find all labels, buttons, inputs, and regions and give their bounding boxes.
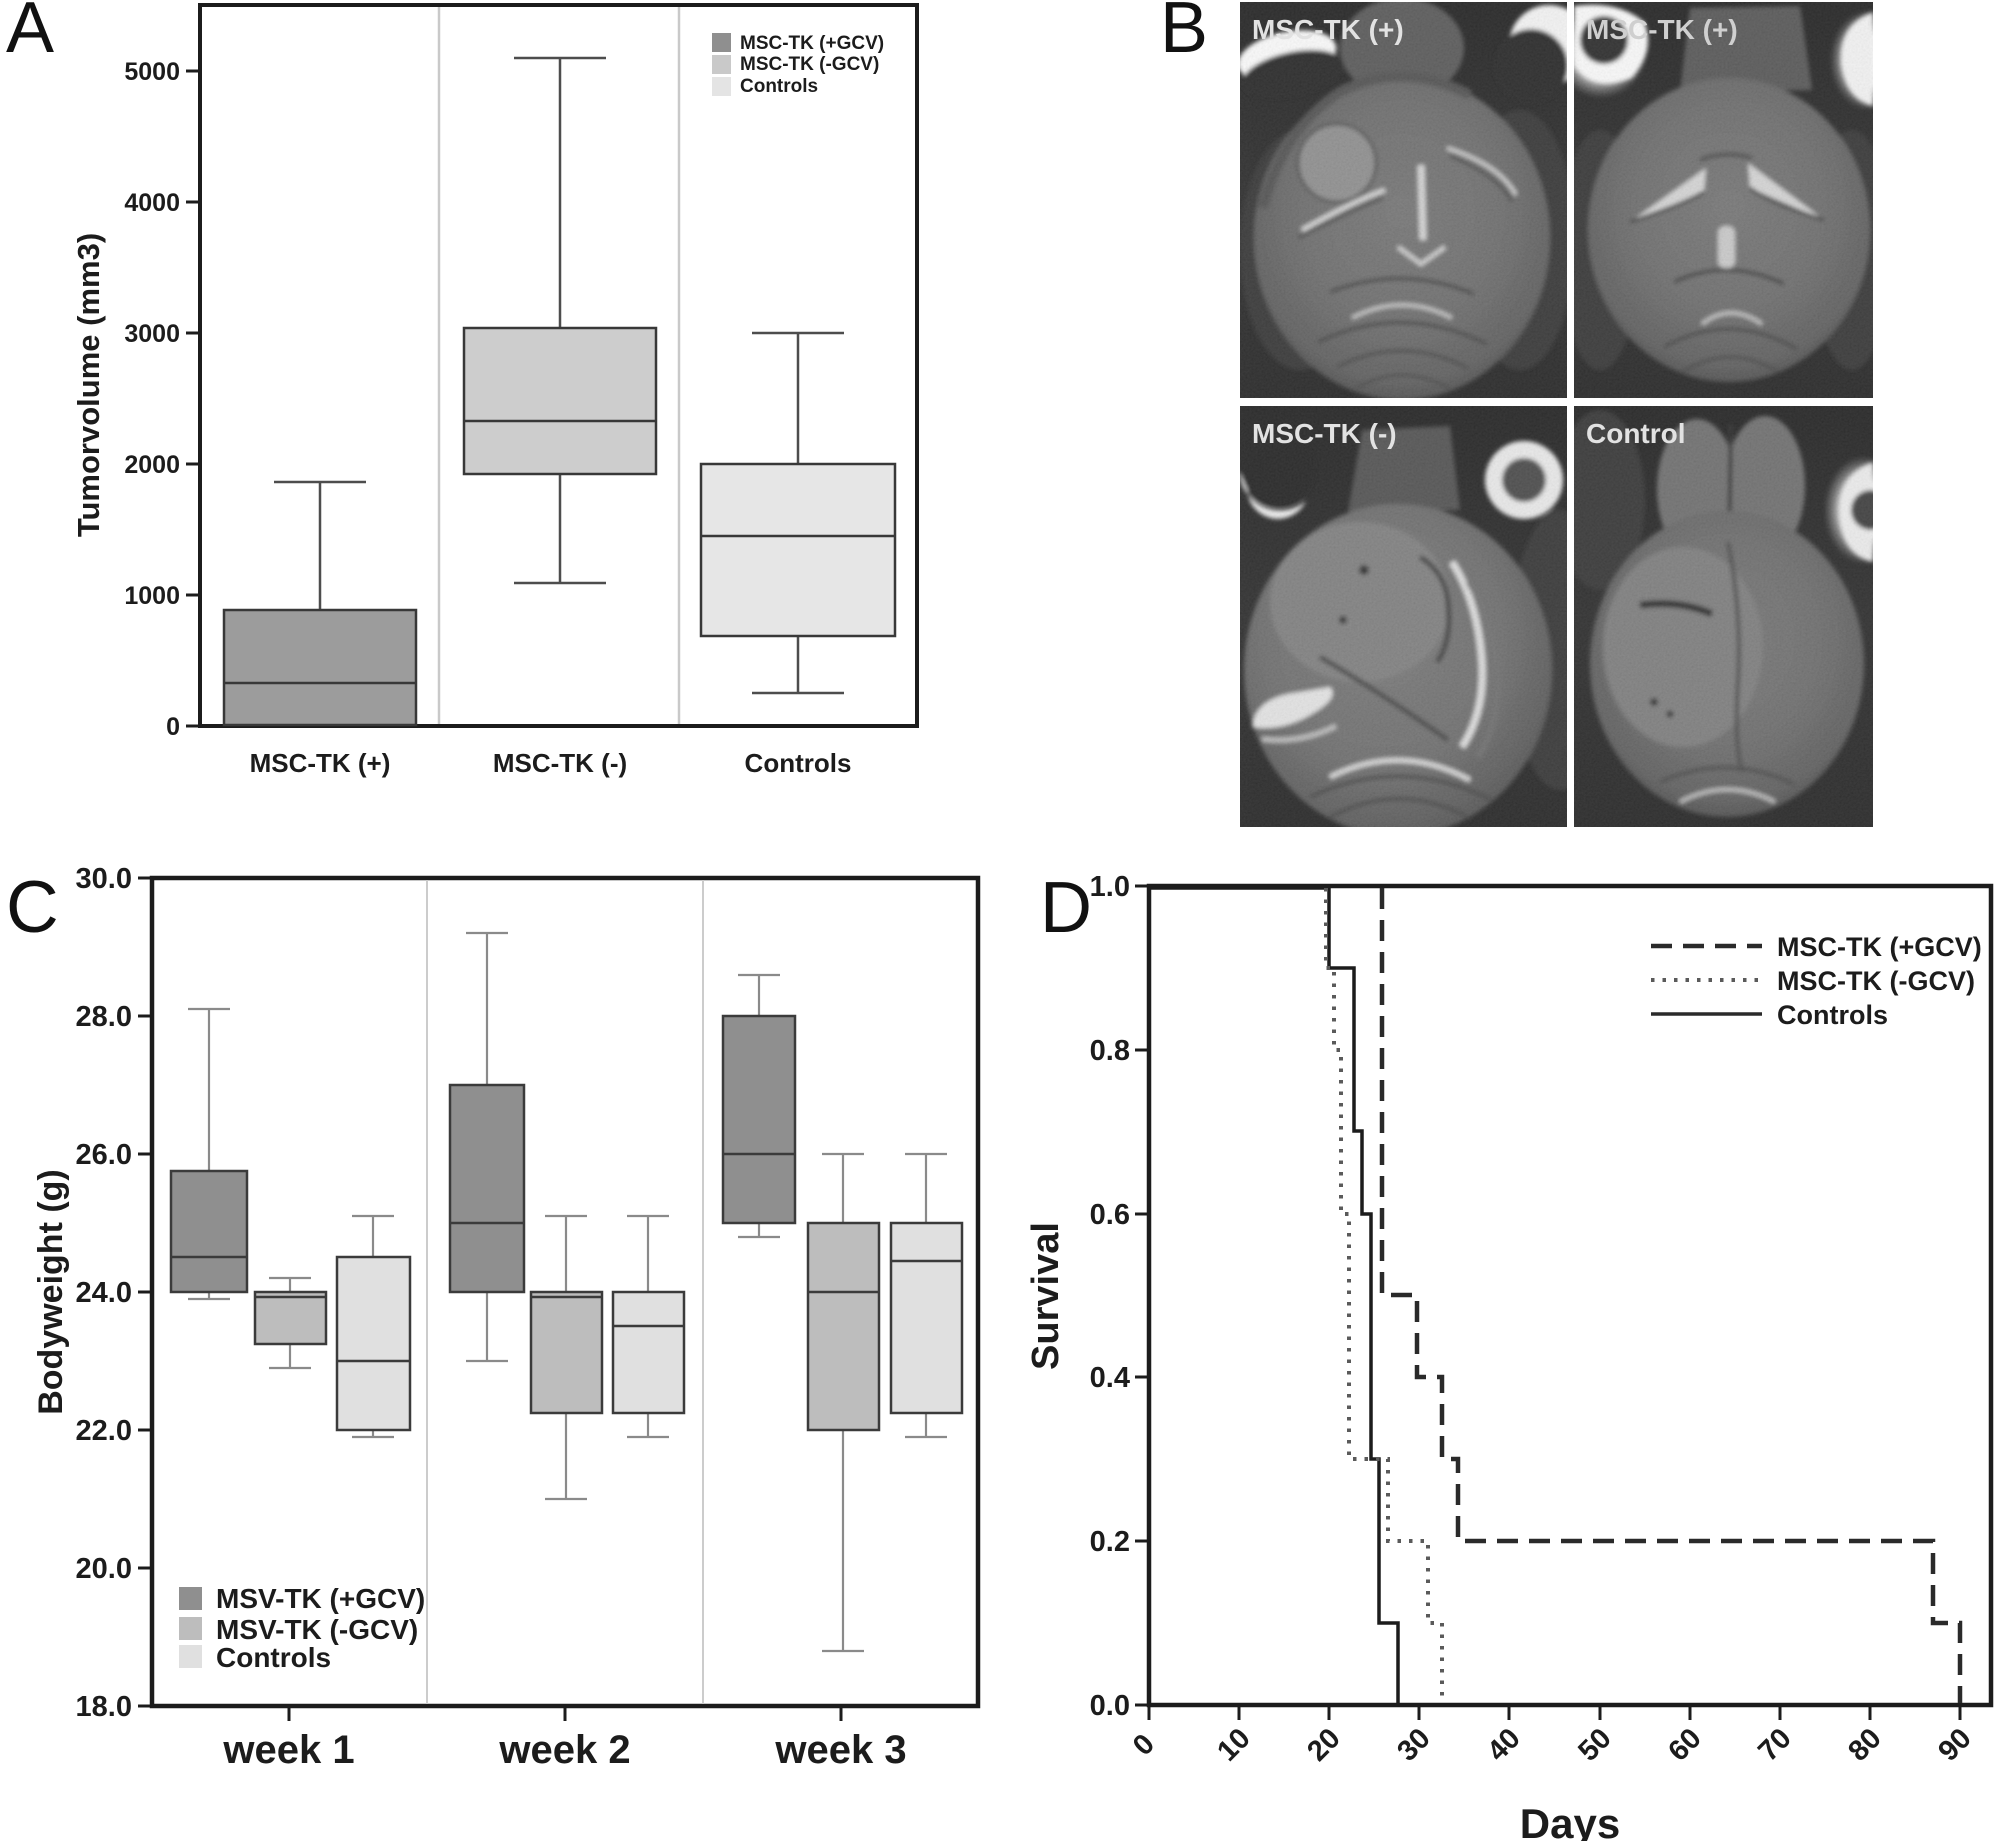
svg-text:0.6: 0.6 — [1090, 1199, 1130, 1231]
svg-text:MSV-TK (+GCV): MSV-TK (+GCV) — [216, 1583, 425, 1614]
svg-text:week 2: week 2 — [498, 1728, 630, 1772]
svg-text:Controls: Controls — [216, 1642, 331, 1673]
svg-text:MSC-TK (+GCV): MSC-TK (+GCV) — [740, 33, 884, 54]
svg-text:0.4: 0.4 — [1090, 1362, 1130, 1394]
svg-text:MSC-TK (-): MSC-TK (-) — [1252, 418, 1397, 449]
svg-text:MSC-TK (-GCV): MSC-TK (-GCV) — [1777, 966, 1975, 996]
svg-text:MSC-TK (-GCV): MSC-TK (-GCV) — [740, 54, 879, 75]
svg-text:26.0: 26.0 — [76, 1139, 132, 1171]
svg-text:0: 0 — [166, 713, 180, 741]
svg-text:Tumorvolume (mm3): Tumorvolume (mm3) — [71, 233, 106, 537]
svg-text:Bodyweight (g): Bodyweight (g) — [32, 1169, 70, 1415]
svg-text:MSC-TK (+): MSC-TK (+) — [1586, 14, 1738, 45]
svg-text:30.0: 30.0 — [76, 863, 132, 895]
svg-text:MSC-TK (-): MSC-TK (-) — [493, 748, 627, 778]
svg-text:5000: 5000 — [124, 58, 180, 86]
svg-text:MSC-TK (+GCV): MSC-TK (+GCV) — [1777, 932, 1982, 962]
svg-text:0.8: 0.8 — [1090, 1035, 1130, 1067]
svg-text:18.0: 18.0 — [76, 1691, 132, 1723]
svg-text:28.0: 28.0 — [76, 1001, 132, 1033]
svg-text:Controls: Controls — [1777, 1000, 1888, 1030]
svg-text:Survival: Survival — [1025, 1222, 1067, 1370]
svg-text:MSC-TK (+): MSC-TK (+) — [1252, 14, 1404, 45]
svg-text:D: D — [1040, 868, 1092, 948]
svg-text:0.2: 0.2 — [1090, 1526, 1130, 1558]
svg-text:B: B — [1160, 0, 1208, 68]
svg-text:20.0: 20.0 — [76, 1553, 132, 1585]
svg-text:1000: 1000 — [124, 582, 180, 610]
svg-text:22.0: 22.0 — [76, 1415, 132, 1447]
svg-text:4000: 4000 — [124, 189, 180, 217]
svg-text:week 3: week 3 — [774, 1728, 906, 1772]
svg-text:A: A — [6, 0, 54, 68]
svg-text:1.0: 1.0 — [1090, 871, 1130, 903]
svg-text:Days: Days — [1520, 1800, 1620, 1841]
svg-text:24.0: 24.0 — [76, 1277, 132, 1309]
svg-text:Controls: Controls — [745, 748, 852, 778]
svg-text:Controls: Controls — [740, 76, 818, 97]
svg-text:C: C — [6, 867, 59, 948]
svg-text:Control: Control — [1586, 418, 1686, 449]
svg-text:week 1: week 1 — [222, 1728, 354, 1772]
svg-text:MSV-TK (-GCV): MSV-TK (-GCV) — [216, 1614, 418, 1645]
svg-text:MSC-TK (+): MSC-TK (+) — [250, 748, 391, 778]
svg-text:3000: 3000 — [124, 320, 180, 348]
svg-text:2000: 2000 — [124, 451, 180, 479]
svg-text:0.0: 0.0 — [1090, 1690, 1130, 1722]
